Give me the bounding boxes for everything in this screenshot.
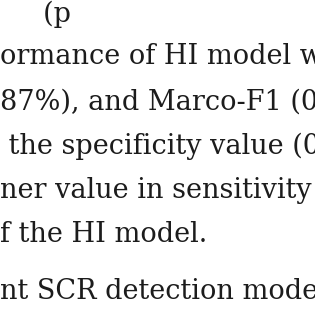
Text: ormance of HI model w: ormance of HI model w — [0, 43, 315, 70]
Text: nt SCR detection models u: nt SCR detection models u — [0, 278, 315, 305]
Text: f the HI model.: f the HI model. — [0, 221, 207, 248]
Text: the specificity value (0: the specificity value (0 — [0, 133, 315, 160]
Text: 87%), and Marco-F1 (0.8: 87%), and Marco-F1 (0.8 — [0, 89, 315, 116]
Text: ner value in sensitivity: ner value in sensitivity — [0, 177, 312, 204]
Text: (p: (p — [0, 1, 71, 28]
